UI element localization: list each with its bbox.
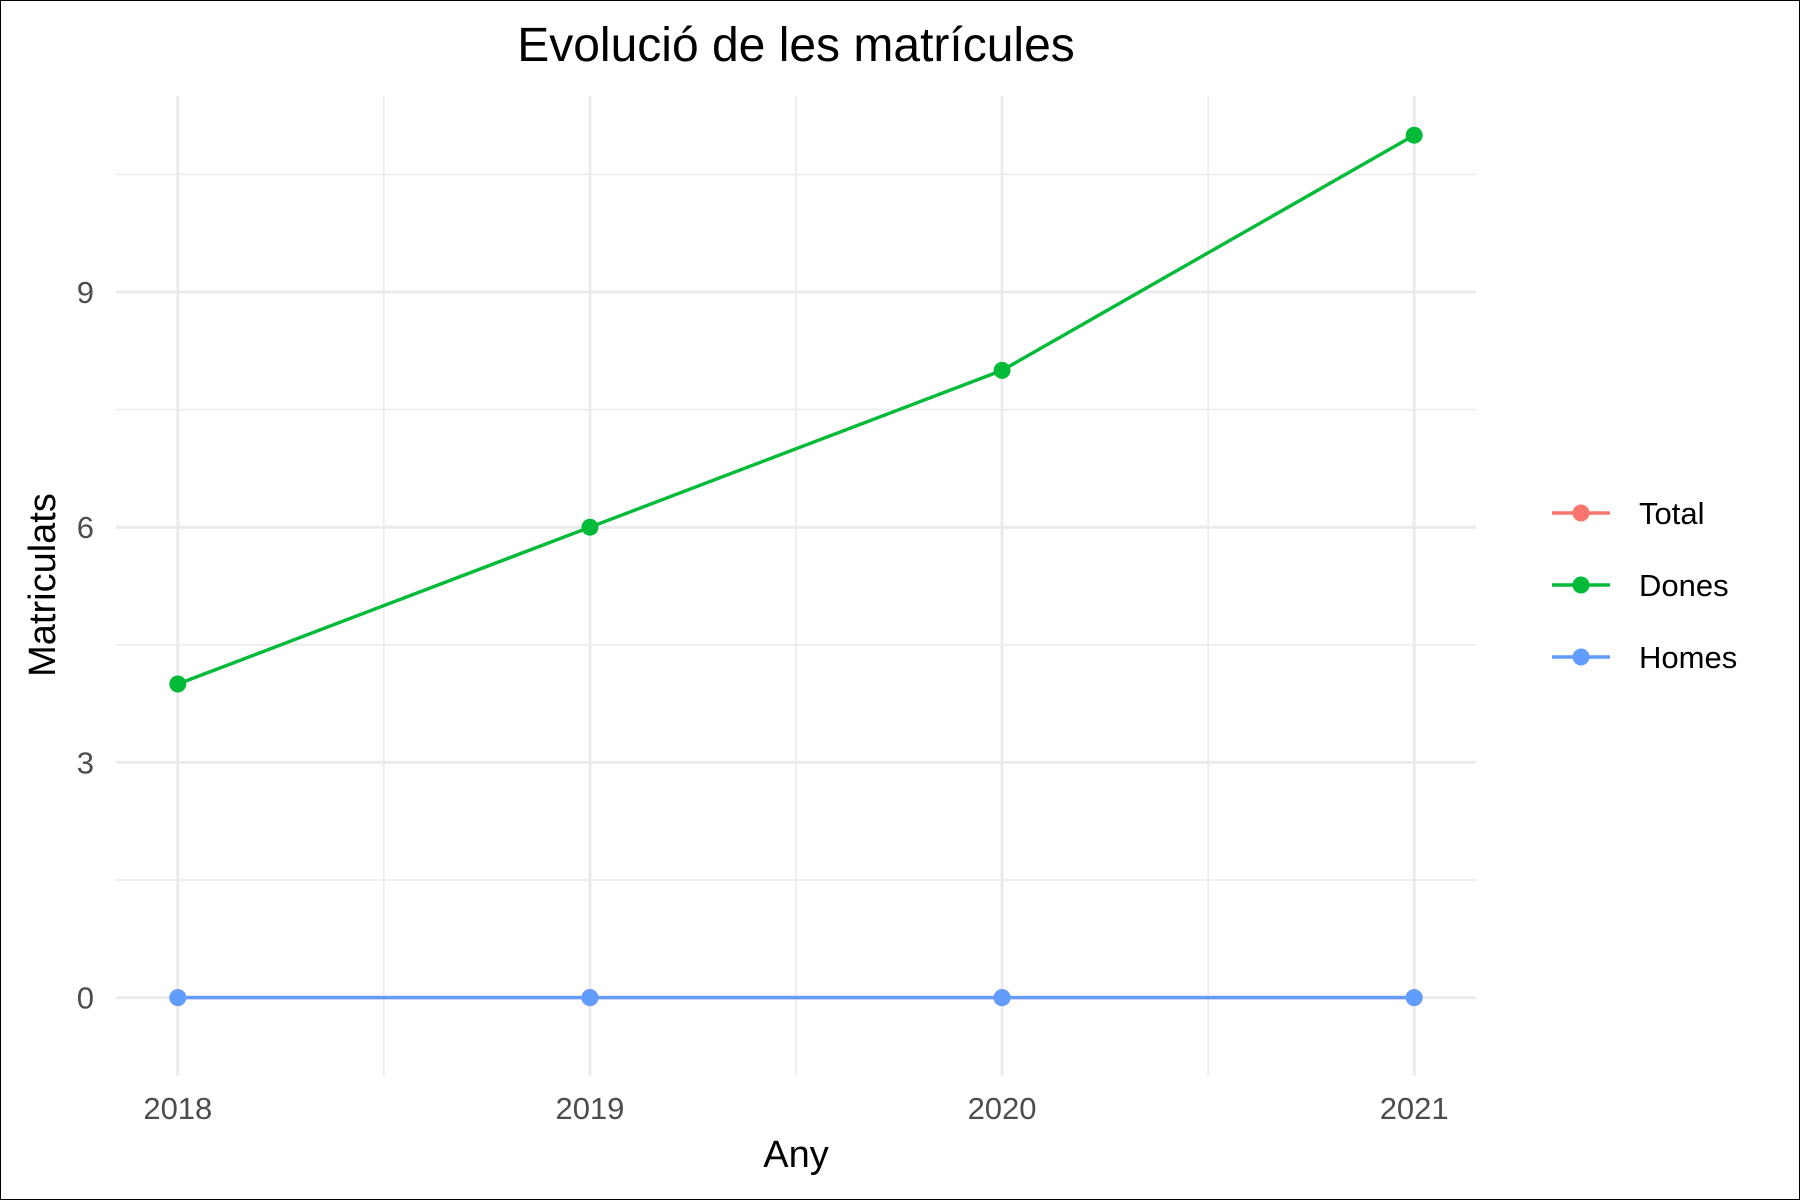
data-point-homes [993, 989, 1011, 1007]
x-tick-label: 2020 [968, 1091, 1037, 1126]
y-axis-title: Matriculats [22, 493, 64, 677]
x-tick-label: 2021 [1380, 1091, 1449, 1126]
legend-item-total: Total [1552, 496, 1704, 531]
legend-key-point [1572, 504, 1590, 522]
x-tick-label: 2019 [555, 1091, 624, 1126]
data-point-dones [169, 675, 187, 693]
data-point-dones [993, 361, 1011, 379]
y-tick-label: 9 [77, 275, 94, 310]
series-layer [169, 126, 1423, 1007]
legend-label: Homes [1639, 640, 1737, 675]
y-tick-label: 6 [77, 510, 94, 545]
data-point-dones [1405, 126, 1423, 144]
y-axis-ticks: 0 3 6 9 [77, 275, 94, 1016]
chart-title: Evolució de les matrícules [517, 19, 1075, 72]
data-point-dones [581, 518, 599, 536]
legend-key-point [1572, 576, 1590, 594]
x-tick-label: 2018 [143, 1091, 212, 1126]
legend-item-homes: Homes [1552, 640, 1737, 675]
y-tick-label: 3 [77, 745, 94, 780]
legend-label: Total [1639, 496, 1704, 531]
data-point-homes [1405, 989, 1423, 1007]
x-axis-ticks: 2018 2019 2020 2021 [143, 1091, 1448, 1126]
grid [116, 96, 1476, 1076]
legend-label: Dones [1639, 568, 1729, 603]
data-point-homes [169, 989, 187, 1007]
data-point-homes [581, 989, 599, 1007]
x-axis-title: Any [763, 1134, 828, 1176]
legend-key-point [1572, 648, 1590, 666]
legend-item-dones: Dones [1552, 568, 1729, 603]
y-tick-label: 0 [77, 981, 94, 1016]
series-homes [169, 989, 1423, 1007]
legend: Total Dones Homes [1552, 496, 1737, 675]
series-dones [169, 126, 1423, 693]
series-line-dones [177, 133, 1416, 686]
